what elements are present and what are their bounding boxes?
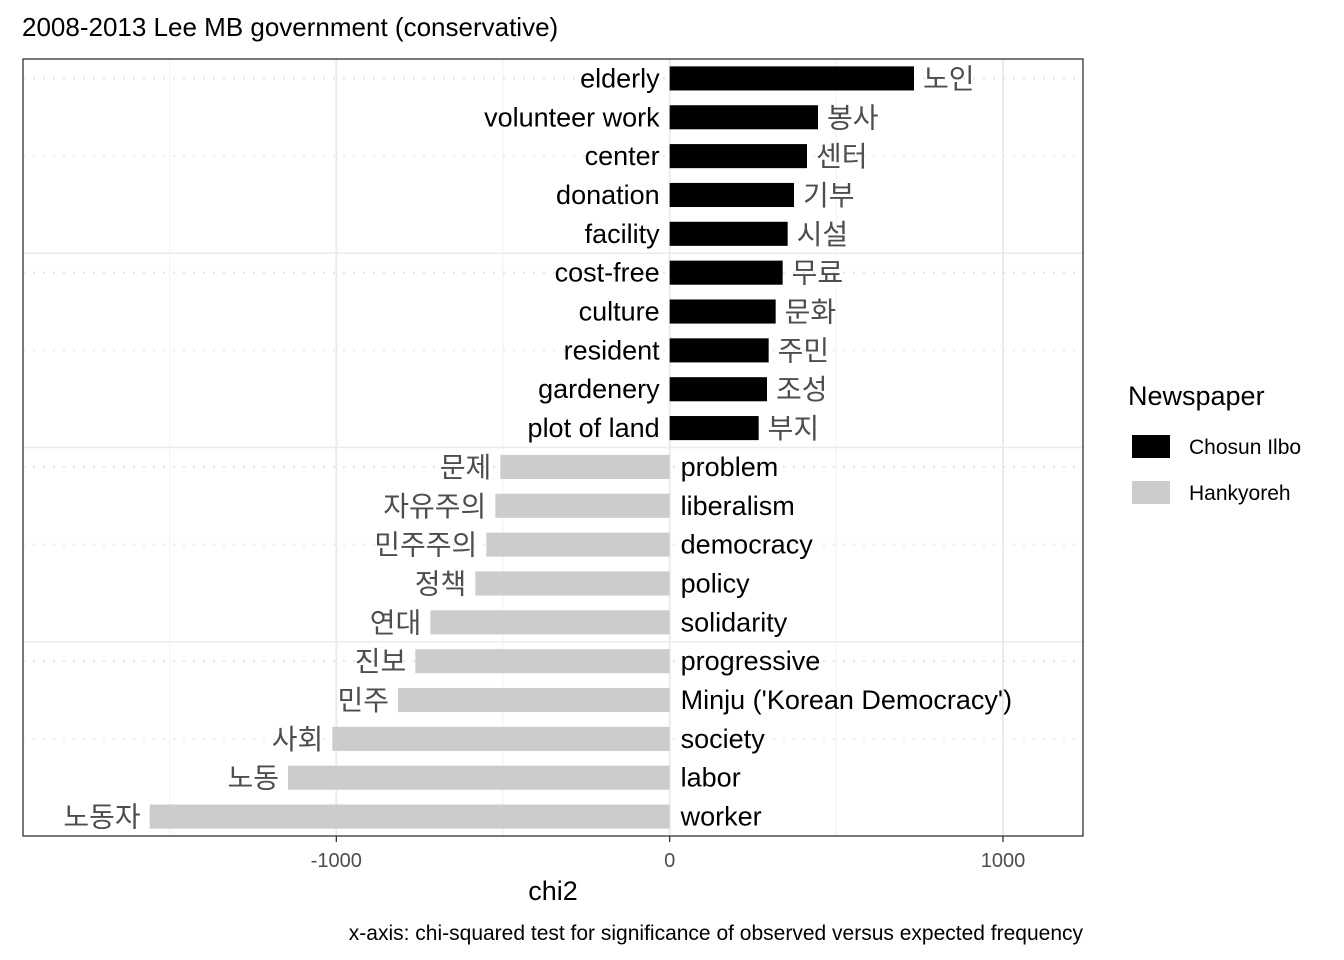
korean-label: 센터 bbox=[816, 140, 868, 173]
legend-title: Newspaper bbox=[1128, 381, 1265, 411]
korean-label: 노인 bbox=[923, 62, 975, 95]
x-axis: -1000 0 1000 bbox=[311, 836, 1025, 872]
bar-facility bbox=[669, 221, 788, 246]
bar-labor bbox=[288, 765, 670, 790]
bar-donation bbox=[669, 182, 794, 208]
korean-label: 진보 bbox=[355, 645, 407, 678]
bar-minju-korean-democracy bbox=[398, 687, 670, 713]
korean-label: 문제 bbox=[440, 451, 492, 484]
korean-label: 부지 bbox=[768, 412, 820, 445]
korean-label: 노동자 bbox=[63, 801, 140, 834]
labels-layer: elderly 노인 volunteer work 봉사 center 센터 donatio… bbox=[63, 62, 1012, 833]
english-label: society bbox=[681, 724, 766, 754]
x-tick-label: 1000 bbox=[981, 850, 1026, 872]
english-label: progressive bbox=[681, 646, 821, 676]
bar-plot-of-land bbox=[669, 416, 759, 441]
korean-label: 주민 bbox=[778, 334, 830, 367]
korean-label: 기부 bbox=[803, 179, 855, 212]
english-label: liberalism bbox=[681, 491, 795, 521]
korean-label: 정책 bbox=[415, 567, 467, 600]
korean-label: 노동 bbox=[227, 762, 279, 795]
english-label: elderly bbox=[580, 63, 660, 93]
english-label: gardenery bbox=[538, 374, 660, 404]
bar-progressive bbox=[415, 649, 670, 674]
x-tick-label: -1000 bbox=[311, 850, 362, 872]
bar-liberalism bbox=[495, 493, 670, 518]
english-label: problem bbox=[681, 452, 779, 482]
english-label: cost-free bbox=[555, 258, 660, 288]
english-label: solidarity bbox=[681, 607, 788, 637]
x-axis-title: chi2 bbox=[528, 876, 578, 906]
korean-label: 자유주의 bbox=[383, 490, 486, 523]
english-label: culture bbox=[579, 297, 660, 327]
korean-label: 조성 bbox=[776, 373, 828, 406]
english-label: facility bbox=[585, 219, 661, 249]
plot-border bbox=[22, 58, 1084, 837]
english-label: labor bbox=[681, 763, 741, 793]
bar-solidarity bbox=[430, 610, 670, 635]
bar-resident bbox=[669, 338, 769, 363]
bar-elderly bbox=[669, 66, 914, 91]
english-label: policy bbox=[681, 568, 751, 598]
english-label: Minju ('Korean Democracy') bbox=[681, 685, 1012, 715]
legend-swatch-hankyoreh bbox=[1132, 481, 1170, 504]
english-label: plot of land bbox=[528, 413, 660, 443]
bar-policy bbox=[475, 571, 670, 596]
korean-label: 사회 bbox=[272, 723, 324, 756]
korean-label: 시설 bbox=[797, 218, 849, 251]
bar-democracy bbox=[486, 532, 670, 557]
bar-culture bbox=[669, 299, 776, 324]
english-label: volunteer work bbox=[484, 102, 660, 132]
english-label: democracy bbox=[681, 530, 814, 560]
english-label: donation bbox=[556, 180, 660, 210]
chart-caption: x-axis: chi-squared test for significanc… bbox=[349, 922, 1084, 945]
korean-label: 민주 bbox=[337, 684, 389, 717]
bar-problem bbox=[500, 454, 670, 479]
bar-cost-free bbox=[669, 260, 783, 285]
bar-center bbox=[669, 144, 807, 169]
korean-label: 봉사 bbox=[827, 101, 879, 134]
legend-label-chosun-ilbo: Chosun Ilbo bbox=[1189, 436, 1301, 459]
korean-label: 문화 bbox=[785, 296, 837, 329]
legend: Newspaper Chosun Ilbo Hankyoreh bbox=[1128, 381, 1301, 505]
english-label: worker bbox=[680, 802, 762, 832]
chart-title: 2008-2013 Lee MB government (conservativ… bbox=[22, 12, 558, 42]
legend-label-hankyoreh: Hankyoreh bbox=[1189, 482, 1291, 505]
bar-society bbox=[332, 726, 670, 751]
korean-label: 민주주의 bbox=[374, 529, 477, 562]
legend-swatch-chosun-ilbo bbox=[1132, 435, 1170, 458]
bar-volunteer-work bbox=[669, 105, 818, 130]
bars-layer bbox=[149, 66, 914, 829]
x-tick-label: 0 bbox=[664, 850, 675, 872]
english-label: center bbox=[585, 141, 660, 171]
korean-label: 무료 bbox=[792, 257, 844, 290]
english-label: resident bbox=[564, 335, 661, 365]
bar-worker bbox=[149, 804, 670, 829]
bar-gardenery bbox=[669, 377, 767, 402]
korean-label: 연대 bbox=[370, 606, 422, 639]
